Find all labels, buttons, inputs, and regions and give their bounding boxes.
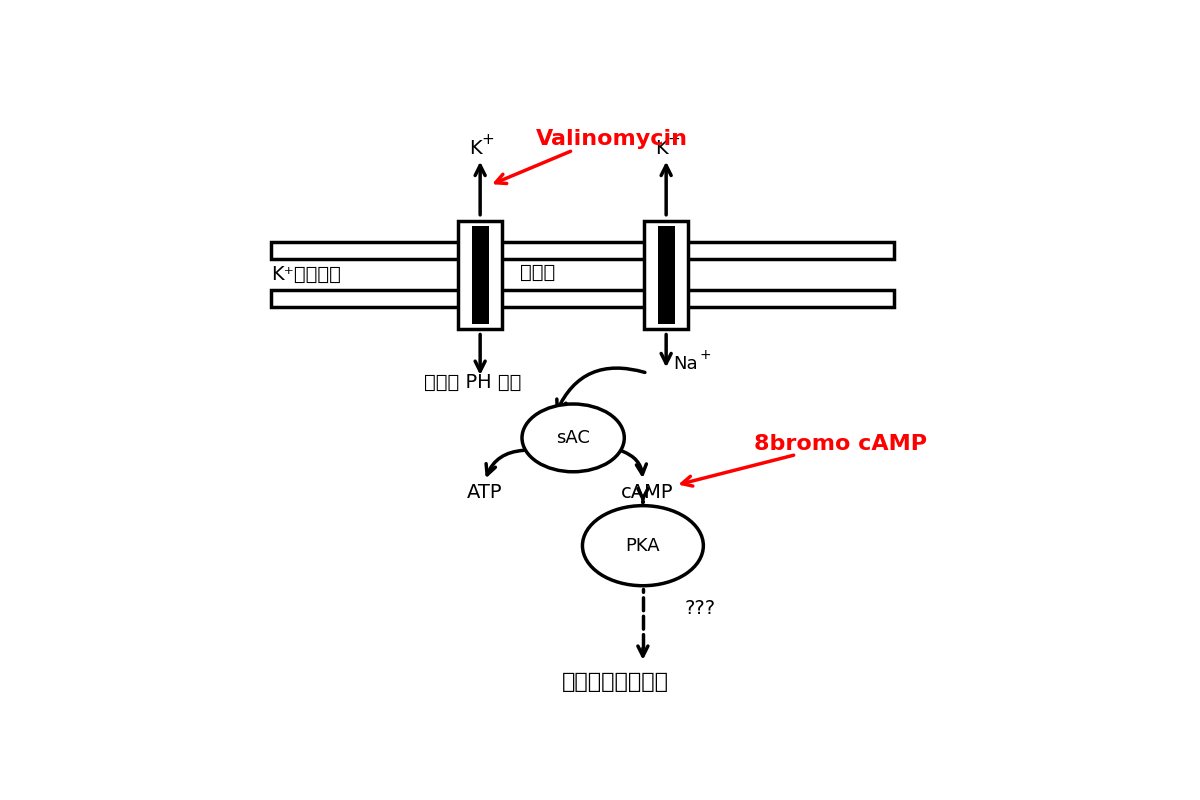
Text: sAC: sAC <box>557 429 590 447</box>
Bar <box>271 290 894 307</box>
Text: Valinomycin: Valinomycin <box>536 129 688 149</box>
Text: Na: Na <box>673 355 698 373</box>
Text: 鳞毛運動の活性化: 鳞毛運動の活性化 <box>562 673 668 693</box>
Text: +: + <box>481 131 494 146</box>
Text: +: + <box>667 131 680 146</box>
Text: 細胞内 PH 上明: 細胞内 PH 上明 <box>425 373 522 392</box>
Text: K: K <box>655 138 668 158</box>
Text: ???: ??? <box>685 599 716 618</box>
Bar <box>658 226 674 324</box>
Bar <box>271 242 894 259</box>
Text: +: + <box>700 348 712 362</box>
Text: K⁺チャネル: K⁺チャネル <box>271 265 341 284</box>
Ellipse shape <box>582 506 703 586</box>
Text: ATP: ATP <box>467 482 503 502</box>
Bar <box>644 221 689 329</box>
Ellipse shape <box>522 404 624 472</box>
Bar <box>458 221 503 329</box>
Text: K: K <box>469 138 482 158</box>
Text: 過分極: 過分極 <box>520 262 556 282</box>
Bar <box>472 226 488 324</box>
Text: PKA: PKA <box>625 537 660 554</box>
Text: 8bromo cAMP: 8bromo cAMP <box>755 434 928 454</box>
Text: cAMP: cAMP <box>622 482 674 502</box>
